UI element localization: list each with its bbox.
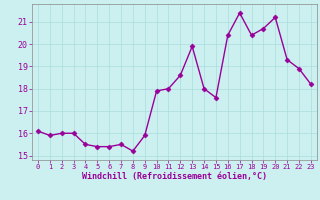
X-axis label: Windchill (Refroidissement éolien,°C): Windchill (Refroidissement éolien,°C) [82, 172, 267, 181]
